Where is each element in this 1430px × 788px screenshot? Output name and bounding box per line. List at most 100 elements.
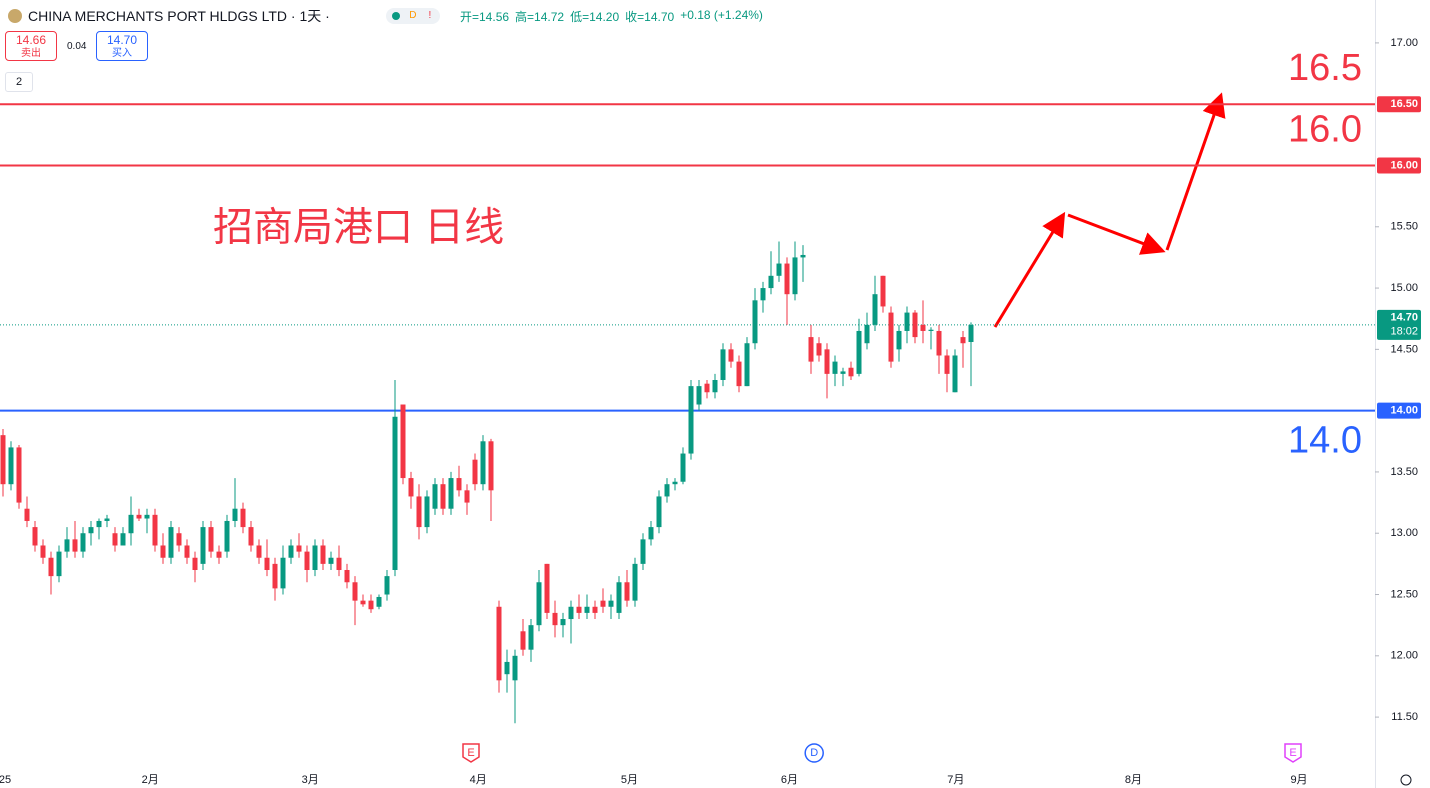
price-tag [1377, 402, 1421, 419]
buy-button[interactable]: 14.70 买入 [96, 31, 148, 61]
price-tag-label: 16.50 [1390, 98, 1418, 110]
candle-body [480, 441, 486, 485]
candle-body [856, 330, 862, 374]
candle-body [40, 545, 46, 558]
candle-body [152, 514, 158, 546]
layers-button[interactable]: 2 [5, 72, 33, 92]
candle-body [200, 527, 206, 564]
arrow [1067, 213, 1166, 255]
candle-body [328, 557, 334, 564]
candle-body [952, 355, 958, 393]
candle-body [912, 312, 918, 338]
y-tick-label: 12.50 [1390, 588, 1418, 600]
candle-body [520, 631, 526, 650]
candle-body [80, 533, 86, 552]
x-tick-label: 6月 [781, 774, 798, 786]
candle-body [112, 533, 118, 546]
candle-body [848, 367, 854, 377]
candle-body [280, 557, 286, 589]
ohlc-item: 高=14.72 [515, 10, 565, 24]
candle-body [632, 563, 638, 601]
x-tick-label: 5月 [621, 774, 638, 786]
candle-body [160, 545, 166, 558]
candle-body [0, 435, 6, 485]
candle-body [208, 527, 214, 552]
last-price-tag [1377, 309, 1421, 340]
ohlc-item: 开=14.56 [460, 10, 510, 24]
candle-body [864, 324, 870, 344]
candle-body [624, 582, 630, 601]
candle-body [792, 257, 798, 295]
candle-body [544, 563, 550, 613]
price-tag-label: 16.00 [1390, 159, 1418, 171]
candle-body [832, 361, 838, 374]
candle-body [960, 337, 966, 344]
symbol-header: CHINA MERCHANTS PORT HLDGS LTD · 1天 · D … [8, 6, 440, 26]
candle-body [96, 520, 102, 528]
arrow [1165, 92, 1226, 251]
candle-body [784, 263, 790, 295]
candle-body [344, 570, 350, 583]
candle-body [496, 606, 502, 681]
candle-body [768, 275, 774, 289]
ohlc-item: 收=14.70 [625, 10, 675, 24]
price-tag [1377, 157, 1421, 174]
status-dot [391, 12, 400, 20]
y-tick-label: 11.50 [1391, 711, 1418, 723]
y-tick-label: 15.00 [1390, 282, 1418, 294]
x-tick-label: 25 [0, 774, 11, 786]
candle-body [760, 288, 766, 301]
x-tick-label: 7月 [947, 774, 964, 786]
x-tick-label: 8月 [1125, 774, 1142, 786]
candle-body [488, 441, 494, 491]
y-tick-label: 14.50 [1390, 343, 1418, 355]
candle-body [424, 496, 430, 528]
ohlc-item: +0.18 (+1.24%) [680, 8, 763, 22]
y-tick-label: 15.50 [1390, 221, 1418, 233]
event-label: E [467, 747, 474, 759]
price-tag-label: 14.00 [1390, 405, 1418, 417]
candle-body [712, 380, 718, 393]
candle-body [24, 508, 30, 521]
candle-body [288, 545, 294, 558]
candle-body [656, 496, 662, 528]
candle-body [704, 383, 710, 393]
candle-body [296, 545, 302, 552]
candle-body [920, 324, 926, 331]
price-note: 16.0 [1288, 109, 1362, 151]
candle-body [696, 386, 702, 405]
candle-body [224, 520, 230, 552]
candle-body [448, 478, 454, 509]
candle-body [136, 514, 142, 519]
chart-title: 招商局港口 日线 [213, 206, 504, 250]
candle-body [120, 533, 126, 546]
candle-body [272, 563, 278, 589]
price-note: 14.0 [1288, 420, 1362, 462]
symbol: CHINA MERCHANTS PORT HLDGS LTD · 1天 · [28, 8, 330, 24]
settings-icon[interactable] [1400, 774, 1412, 786]
badges: D ! [385, 8, 440, 24]
y-tick-label: 17.00 [1390, 37, 1418, 49]
candle-body [688, 386, 694, 454]
price-note: 16.5 [1288, 47, 1362, 89]
x-tick-label: 2月 [142, 774, 159, 786]
candle-body [128, 514, 134, 534]
candle-body [232, 508, 238, 521]
layers-count: 2 [15, 76, 23, 88]
candle-body [384, 576, 390, 595]
last-price-label: 14.70 [1390, 312, 1418, 324]
badge[interactable]: ! [428, 10, 432, 21]
candle-body [104, 518, 110, 521]
candle-body [720, 349, 726, 380]
sell-button[interactable]: 14.66 卖出 [5, 31, 57, 61]
candle-body [408, 478, 414, 497]
buy-label: 买入 [112, 48, 132, 59]
candle-body [776, 263, 782, 276]
candle-body [48, 557, 54, 577]
badge[interactable]: D [409, 10, 417, 21]
candle-body [464, 490, 470, 503]
candle-body [312, 545, 318, 570]
candle-body [184, 545, 190, 558]
y-tick-label: 13.00 [1390, 527, 1418, 539]
